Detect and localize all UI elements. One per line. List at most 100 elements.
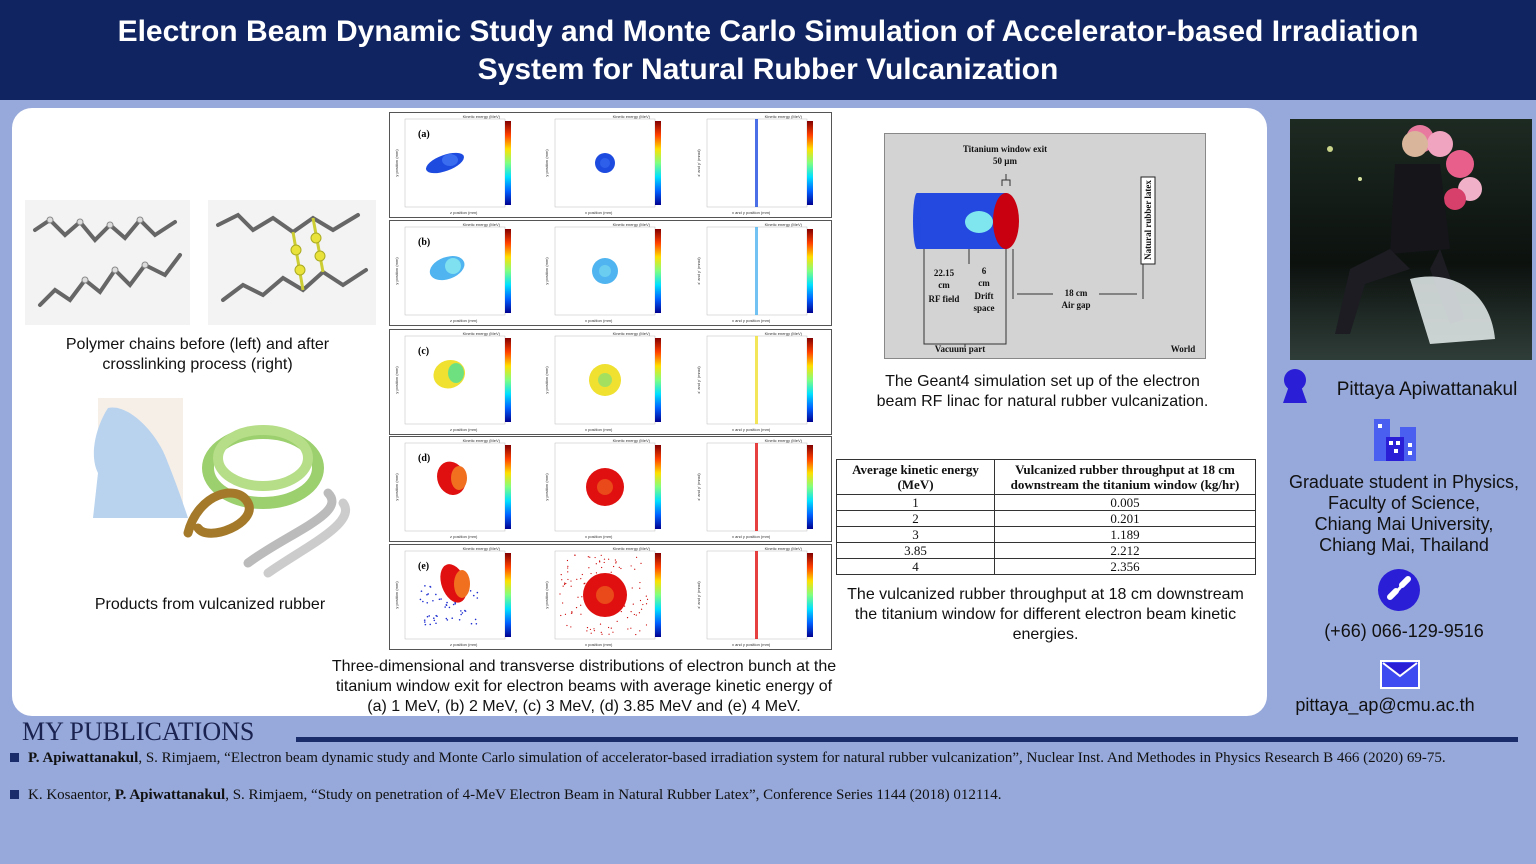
email-icon [1380,660,1420,689]
colorbar [505,445,511,529]
scatter-point [580,613,582,615]
colorbar [505,229,511,313]
scatter-point [639,599,642,602]
throughput-cell: 2.356 [994,558,1256,575]
rf-unit: cm [938,280,950,290]
beamline-drawing [913,174,1156,347]
scatter-point [595,572,598,574]
scatter-point [422,600,424,603]
axis-label: x position (mm) [585,210,613,215]
axis-label: z position (mm) [450,427,478,432]
scatter-point [445,604,448,606]
y-axis-label: y position (mm) [544,149,549,177]
scatter-point [590,632,592,634]
publications-heading: MY PUBLICATIONS [22,717,255,746]
colorbar [505,121,511,205]
scatter-point [593,630,596,632]
scatter-point [639,587,641,589]
transverse-beam-core [598,373,612,387]
phase-space-line [755,227,758,315]
window-thickness: 50 µm [993,156,1017,166]
y-axis-label: y position (mm) [394,473,399,501]
scatter-point [646,598,649,600]
scatter-point [570,580,572,582]
scatter-point [599,561,601,563]
scatter-point [601,566,603,569]
scatter-point [620,567,622,570]
rubber-products-image [93,398,350,578]
scatter-point [460,613,462,616]
y-axis-label: y position (mm) [544,473,549,501]
phone-number[interactable]: (+66) 066-129-9516 [1324,621,1484,641]
axis-label: z position (mm) [450,210,478,215]
window-label: Titanium window exit [962,144,1048,154]
scatter-point [630,565,632,567]
table-row: 3 1.189 [836,526,1256,543]
scatter-point [444,606,446,608]
polymer-after-image [208,200,376,325]
scatter-point [428,615,431,617]
figure-row-plots: Kinetic energy (MeV) y position (mm) (a) z … [394,114,813,215]
scatter-point [645,603,648,605]
scatter-point [420,590,423,592]
divergence-axis-label: x' and y' (mrad) [696,257,701,285]
scatter-point [645,595,647,597]
transverse-beam-core [597,479,613,495]
scatter-point [614,559,616,561]
axis-label: x and y position (mm) [732,642,771,647]
scatter-point [589,628,592,631]
scatter-point [613,565,615,568]
scatter-point [600,554,602,556]
publication-item: P. Apiwattanakul, S. Rimjaem, “Electron … [10,749,1520,767]
scatter-point [640,608,643,610]
person-icon [1283,369,1307,403]
scatter-point [464,609,466,612]
energy-cell: 3 [836,526,995,543]
scatter-point [594,556,596,559]
colorbar [655,121,661,205]
bunch-3d-core [454,570,470,598]
email-address[interactable]: pittaya_ap@cmu.ac.th [1295,695,1475,715]
scatter-point [610,571,612,573]
figure-row: Kinetic energy (MeV) y position (mm) (b) z … [389,220,832,326]
drift-length: 6 [981,266,987,276]
scatter-point [426,593,428,596]
colorbar-label: Kinetic energy (MeV) [613,222,651,227]
scatter-point [595,563,597,565]
scatter-point [433,619,436,622]
affiliation-line: Faculty of Science, [1327,493,1481,513]
scatter-point [601,633,603,635]
scatter-point [612,631,614,633]
scatter-point [454,602,457,605]
energy-cell: 2 [836,510,995,527]
publication-text: , S. Rimjaem, “Electron beam dynamic stu… [138,750,1446,766]
colorbar-label: Kinetic energy (MeV) [463,438,501,443]
axis-label: z position (mm) [450,642,478,647]
colorbar-label: Kinetic energy (MeV) [463,114,501,119]
scatter-point [427,593,429,595]
scatter-point [618,566,620,568]
scatter-point [452,603,455,606]
scatter-point [565,582,567,585]
divergence-axis-label: x' and y' (mrad) [696,473,701,501]
scatter-point [615,562,617,564]
scatter-point [451,617,454,620]
bunch-3d-core [445,258,461,274]
throughput-cell: 0.005 [994,494,1256,511]
y-axis-label: y position (mm) [544,257,549,285]
y-axis-label: y position (mm) [394,366,399,394]
drift-label: Drift [974,291,994,301]
scatter-point [631,587,633,589]
colorbar-label: Kinetic energy (MeV) [463,331,501,336]
scatter-point [581,573,583,576]
figure-row: Kinetic energy (MeV) y position (mm) (d) z … [389,436,832,542]
scatter-point [424,585,426,587]
scatter-point [460,610,462,612]
energy-cell: 3.85 [836,542,995,559]
scatter-point [635,614,637,616]
colorbar [655,553,661,637]
scatter-point [642,603,644,606]
scatter-point [567,567,569,569]
panel-label: (c) [418,346,429,357]
scatter-point [632,603,634,605]
